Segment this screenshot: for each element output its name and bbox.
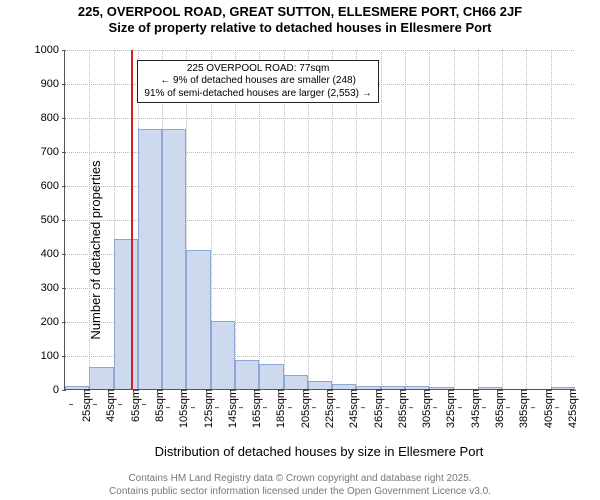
bar bbox=[284, 375, 308, 389]
x-tick: 425sqm bbox=[559, 389, 579, 428]
bar bbox=[211, 321, 235, 389]
y-tick: 700 bbox=[41, 146, 65, 158]
chart-title-line1: 225, OVERPOOL ROAD, GREAT SUTTON, ELLESM… bbox=[0, 4, 600, 19]
x-tick: 65sqm bbox=[122, 389, 142, 422]
bar bbox=[114, 239, 138, 389]
bar bbox=[89, 367, 113, 389]
y-tick: 1000 bbox=[35, 44, 65, 56]
x-tick: 45sqm bbox=[97, 389, 117, 422]
credits: Contains HM Land Registry data © Crown c… bbox=[0, 473, 600, 498]
gridline-v bbox=[502, 50, 503, 389]
x-tick: 145sqm bbox=[219, 389, 239, 428]
x-tick: 105sqm bbox=[170, 389, 190, 428]
x-tick: 205sqm bbox=[292, 389, 312, 428]
annotation-line3: 91% of semi-detached houses are larger (… bbox=[144, 88, 371, 101]
x-tick: 165sqm bbox=[243, 389, 263, 428]
y-tick: 200 bbox=[41, 316, 65, 328]
x-tick: 245sqm bbox=[340, 389, 360, 428]
x-tick: 225sqm bbox=[316, 389, 336, 428]
chart-titles: 225, OVERPOOL ROAD, GREAT SUTTON, ELLESM… bbox=[0, 4, 600, 35]
gridline-v bbox=[89, 50, 90, 389]
bar bbox=[138, 129, 162, 389]
gridline-h bbox=[65, 50, 574, 51]
gridline-v bbox=[429, 50, 430, 389]
annotation-line1: 225 OVERPOOL ROAD: 77sqm bbox=[144, 63, 371, 76]
x-tick: 265sqm bbox=[365, 389, 385, 428]
gridline-v bbox=[551, 50, 552, 389]
gridline-v bbox=[381, 50, 382, 389]
reference-line bbox=[131, 50, 133, 389]
y-tick: 900 bbox=[41, 78, 65, 90]
bar bbox=[186, 250, 210, 389]
y-tick: 300 bbox=[41, 282, 65, 294]
bar bbox=[235, 360, 259, 389]
x-tick: 85sqm bbox=[146, 389, 166, 422]
y-tick: 400 bbox=[41, 248, 65, 260]
x-tick: 345sqm bbox=[462, 389, 482, 428]
x-tick: 325sqm bbox=[437, 389, 457, 428]
x-tick: 185sqm bbox=[267, 389, 287, 428]
chart-container: 225, OVERPOOL ROAD, GREAT SUTTON, ELLESM… bbox=[0, 0, 600, 500]
gridline-v bbox=[454, 50, 455, 389]
chart-title-line2: Size of property relative to detached ho… bbox=[0, 20, 600, 35]
y-tick: 500 bbox=[41, 214, 65, 226]
x-tick: 305sqm bbox=[413, 389, 433, 428]
plot-area: 0100200300400500600700800900100025sqm45s… bbox=[64, 50, 574, 390]
x-tick: 285sqm bbox=[389, 389, 409, 428]
gridline-h bbox=[65, 118, 574, 119]
credits-line1: Contains HM Land Registry data © Crown c… bbox=[0, 473, 600, 486]
x-tick: 405sqm bbox=[535, 389, 555, 428]
bar bbox=[308, 381, 332, 390]
annotation-line2: ← 9% of detached houses are smaller (248… bbox=[144, 75, 371, 88]
y-tick: 0 bbox=[53, 384, 65, 396]
x-tick: 365sqm bbox=[486, 389, 506, 428]
bar bbox=[162, 129, 186, 389]
credits-line2: Contains public sector information licen… bbox=[0, 486, 600, 499]
gridline-v bbox=[478, 50, 479, 389]
annotation-box: 225 OVERPOOL ROAD: 77sqm← 9% of detached… bbox=[137, 60, 378, 104]
y-tick: 800 bbox=[41, 112, 65, 124]
gridline-v bbox=[526, 50, 527, 389]
y-tick: 600 bbox=[41, 180, 65, 192]
x-tick: 125sqm bbox=[195, 389, 215, 428]
gridline-v bbox=[405, 50, 406, 389]
x-tick: 25sqm bbox=[73, 389, 93, 422]
bar bbox=[259, 364, 283, 390]
x-tick: 385sqm bbox=[510, 389, 530, 428]
x-axis-label: Distribution of detached houses by size … bbox=[64, 444, 574, 459]
y-tick: 100 bbox=[41, 350, 65, 362]
